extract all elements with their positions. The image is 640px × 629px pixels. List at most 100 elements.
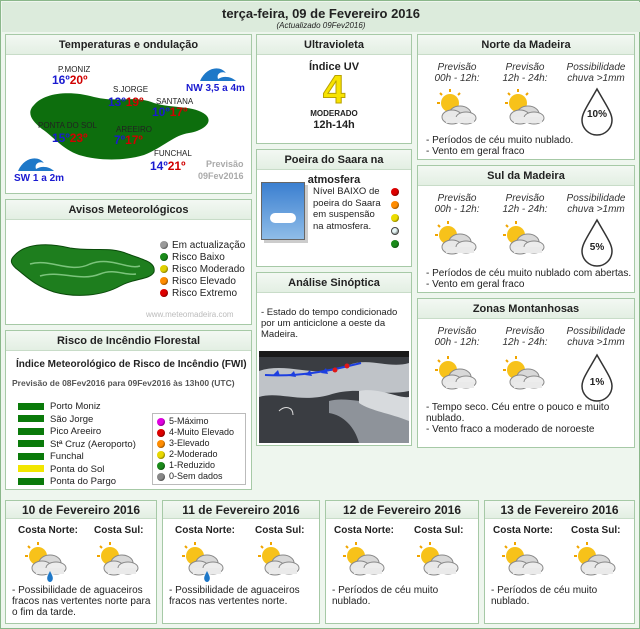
day-note: - Períodos de céu muito nublado. [332, 585, 439, 607]
south-title: Sul da Madeira [418, 166, 634, 186]
forecast-date: 09Fev2016 [198, 171, 244, 181]
fire-bar [18, 477, 44, 485]
red-dot-icon [157, 428, 165, 437]
synoptic-panel: Análise Sinóptica - Estado do tempo cond… [256, 272, 412, 446]
uv-level: MODERADO [310, 109, 358, 118]
station-row: Pico Areeiro [18, 426, 136, 439]
cloud-sun-icon [436, 88, 477, 125]
fire-stations: Porto Moniz São Jorge Pico Areeiro Stª C… [18, 401, 136, 489]
day-date: 10 de Fevereiro 2016 [6, 501, 156, 519]
fire-period: Previsão de 08Fev2016 para 09Fev2016 às … [12, 378, 235, 388]
station-row: Funchal [18, 451, 136, 464]
red-dot-icon [160, 289, 168, 298]
place-label: SANTANA [156, 97, 194, 106]
north-title: Norte da Madeira [418, 35, 634, 55]
station-row: Stª Cruz (Aeroporto) [18, 439, 136, 452]
day-forecast-11: 11 de Fevereiro 2016 Costa Norte: Costa … [162, 500, 320, 624]
uv-panel: Ultravioleta Índice UV 4 MODERADO 12h-14… [256, 34, 412, 144]
south-note: - Vento em geral fraco [426, 279, 525, 290]
wave-sw-icon [18, 158, 54, 171]
uv-title: Ultravioleta [257, 35, 411, 55]
period-header: Previsão 00h - 12h: [434, 62, 480, 84]
site-watermark: www.meteomadeira.com [146, 310, 234, 319]
day-note: - Períodos de céu muito nublado. [491, 585, 598, 607]
scale-item: 0-Sem dados [157, 471, 241, 482]
scale-item: 5-Máximo [157, 416, 241, 427]
place-temps: 16º20º [52, 73, 88, 87]
warnings-panel: Avisos Meteorológicos Em actualização Ri… [5, 199, 252, 325]
day-date: 13 de Fevereiro 2016 [485, 501, 634, 519]
south-note: - Períodos de céu muito nublado com aber… [426, 268, 632, 279]
wave-sw-label: SW 1 a 2m [14, 173, 65, 184]
period-header: Previsão 12h - 24h: [502, 62, 548, 84]
period-header: Previsão 12h - 24h: [502, 326, 548, 348]
warning-legend-item: Risco Elevado [160, 276, 236, 287]
warning-legend-item: Em actualização [160, 240, 245, 251]
day-note: - Possibilidade de aguaceiros fracos nas… [169, 585, 300, 607]
south-coast-label: Costa Sul: [94, 525, 144, 536]
mountain-panel: Zonas Montanhosas Previsão 00h - 12h: Pre… [417, 298, 635, 448]
cloud-sun-icon [342, 541, 385, 576]
madeira-temp-map [30, 93, 209, 160]
cloud-sun-icon [416, 541, 459, 576]
cloud-sun-icon [501, 541, 544, 576]
wave-nw-label: NW 3,5 a 4m [186, 83, 245, 94]
station-row: Ponta do Sol [18, 464, 136, 477]
orange-dot-icon [160, 277, 168, 286]
north-coast-label: Costa Norte: [493, 525, 554, 536]
place-label: PONTA DO SOL [38, 121, 97, 130]
cloud-sun-icon [502, 220, 545, 255]
fire-bar [18, 465, 44, 473]
red-dot-icon [391, 188, 399, 197]
orange-dot-icon [157, 439, 165, 448]
fire-bar [18, 402, 44, 410]
south-coast-label: Costa Sul: [571, 525, 621, 536]
north-coast-label: Costa Norte: [18, 525, 79, 536]
mountain-note: - Vento fraco a moderado de noroeste [426, 424, 595, 435]
fire-risk-title: Risco de Incêndio Florestal [6, 331, 251, 351]
wave-nw-icon [200, 68, 236, 81]
rain-header: Possibilidade chuva >1mm [566, 326, 626, 348]
orange-dot-icon [391, 201, 399, 210]
mountain-note: - Tempo seco. Céu entre o pouco e muito … [426, 402, 610, 424]
place-temps: 13º19º [108, 95, 144, 109]
north-note: - Vento em geral fraco [426, 146, 525, 157]
south-panel: Sul da Madeira Previsão 00h - 12h: Previs… [417, 165, 635, 293]
day-forecast-12: 12 de Fevereiro 2016 Costa Norte: Costa … [325, 500, 479, 624]
cloud-sun-icon [434, 355, 477, 390]
synoptic-text: - Estado do tempo condicionado por um an… [261, 307, 398, 340]
day-date: 12 de Fevereiro 2016 [326, 501, 478, 519]
day-date: 11 de Fevereiro 2016 [163, 501, 319, 519]
fire-risk-panel: Risco de Incêndio Florestal Índice Meteo… [5, 330, 252, 490]
station-row: Ponta do Pargo [18, 476, 136, 489]
north-coast-label: Costa Norte: [334, 525, 395, 536]
fire-bar [18, 440, 44, 448]
update-note: (Actualizado 09Fev2016) [276, 21, 366, 30]
north-note: - Períodos de céu muito nublado. [426, 135, 574, 146]
period-header: Previsão 00h - 12h: [434, 326, 480, 348]
north-panel: Norte da Madeira Previsão 00h - 12h: Prev… [417, 34, 635, 160]
fire-bar [18, 427, 44, 435]
dust-scale [391, 186, 403, 251]
period-header: Previsão 12h - 24h: [502, 193, 548, 215]
fire-index-title: Índice Meteorológico de Risco de Incêndi… [16, 359, 247, 370]
scale-item: 1-Reduzido [157, 460, 241, 471]
uv-hours: 12h-14h [313, 119, 355, 131]
fire-bar [18, 415, 44, 423]
rain-header: Possibilidade chuva >1mm [566, 193, 626, 215]
forecast-label: Previsão [206, 159, 244, 169]
rain-percent: 5% [589, 242, 605, 253]
scale-item: 2-Moderado [157, 449, 241, 460]
place-temps: 10º17º [152, 105, 188, 119]
day-forecast-13: 13 de Fevereiro 2016 Costa Norte: Costa … [484, 500, 635, 624]
warnings-title: Avisos Meteorológicos [6, 200, 251, 220]
cloud-sun-icon [96, 541, 139, 576]
place-label: FUNCHAL [154, 149, 192, 158]
place-label: AREEIRO [116, 125, 153, 134]
rain-percent: 1% [589, 377, 605, 388]
madeira-warning-map [10, 244, 155, 296]
cloud-rain-icon [24, 541, 67, 582]
fire-bar [18, 452, 44, 460]
yellow-dot-icon [391, 214, 399, 223]
scale-item: 4-Muito Elevado [157, 427, 241, 438]
